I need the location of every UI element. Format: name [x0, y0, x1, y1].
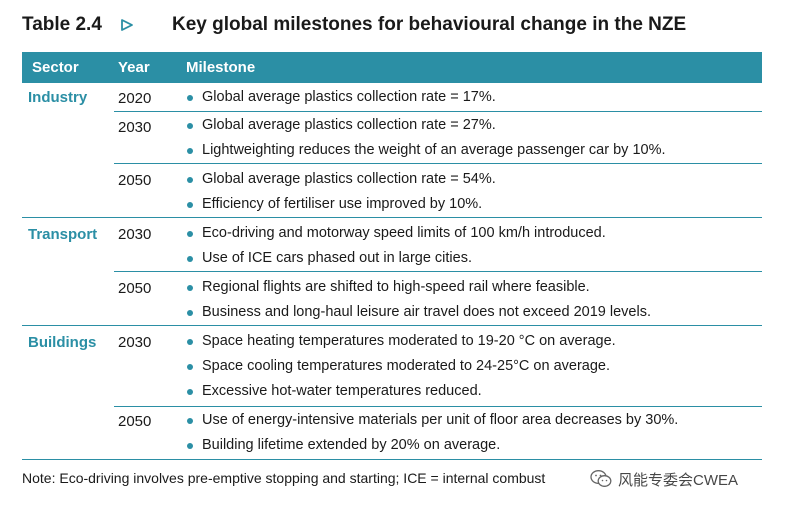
table-bottom-rule [22, 459, 762, 460]
row-divider [114, 271, 762, 272]
sector-transport: Transport [28, 226, 98, 243]
table-header: Sector Year Milestone [22, 52, 762, 83]
milestone-list: Global average plastics collection rate … [186, 85, 758, 110]
milestone-item: Business and long-haul leisure air trave… [186, 300, 758, 325]
bullet-dot-icon [187, 418, 193, 424]
milestone-item: Use of energy-intensive materials per un… [186, 408, 758, 433]
year-cell: 2050 [118, 172, 152, 189]
milestone-item: Lightweighting reduces the weight of an … [186, 138, 758, 163]
header-sector: Sector [32, 59, 79, 76]
table-number: Table 2.4 [22, 14, 102, 35]
year-cell: 2030 [118, 334, 152, 351]
milestone-list: Eco-driving and motorway speed limits of… [186, 221, 758, 271]
milestone-list: Global average plastics collection rate … [186, 113, 758, 163]
sector-divider [22, 325, 762, 326]
watermark-text: 风能专委会CWEA [618, 468, 739, 490]
sector-divider [22, 217, 762, 218]
bullet-dot-icon [187, 123, 193, 129]
bullet-dot-icon [187, 443, 193, 449]
row-divider [114, 406, 762, 407]
bullet-dot-icon [187, 285, 193, 291]
year-cell: 2050 [118, 280, 152, 297]
table-body: Industry 2020 Global average plastics co… [22, 83, 762, 461]
bullet-dot-icon [187, 339, 193, 345]
table-note: Note: Eco-driving involves pre-emptive s… [22, 470, 546, 486]
bullet-dot-icon [187, 310, 193, 316]
milestone-item: Eco-driving and motorway speed limits of… [186, 221, 758, 246]
row-divider [114, 111, 762, 112]
milestone-item: Space heating temperatures moderated to … [186, 329, 758, 354]
bullet-dot-icon [187, 148, 193, 154]
milestone-item: Use of ICE cars phased out in large citi… [186, 246, 758, 271]
milestone-item: Global average plastics collection rate … [186, 113, 758, 138]
milestone-item: Regional flights are shifted to high-spe… [186, 275, 758, 300]
milestone-item: Excessive hot-water temperatures reduced… [186, 379, 758, 404]
milestone-list: Use of energy-intensive materials per un… [186, 408, 758, 458]
watermark: 风能专委会CWEA [590, 466, 739, 492]
triangle-right-outline-icon [121, 19, 133, 31]
row-divider [114, 163, 762, 164]
table-heading: Key global milestones for behavioural ch… [172, 14, 687, 35]
bullet-dot-icon [187, 364, 193, 370]
year-cell: 2020 [118, 90, 152, 107]
milestone-item: Global average plastics collection rate … [186, 85, 758, 110]
milestone-list: Regional flights are shifted to high-spe… [186, 275, 758, 325]
milestone-item: Global average plastics collection rate … [186, 167, 758, 192]
bullet-dot-icon [187, 95, 193, 101]
table-title-row: Table 2.4 Key global milestones for beha… [22, 12, 762, 42]
milestone-list: Space heating temperatures moderated to … [186, 329, 758, 404]
header-milestone: Milestone [186, 59, 256, 76]
milestone-item: Building lifetime extended by 20% on ave… [186, 433, 758, 458]
sector-buildings: Buildings [28, 334, 97, 351]
bullet-dot-icon [187, 177, 193, 183]
year-cell: 2030 [118, 226, 152, 243]
bullet-dot-icon [187, 202, 193, 208]
milestone-item: Space cooling temperatures moderated to … [186, 354, 758, 379]
milestone-item: Efficiency of fertiliser use improved by… [186, 192, 758, 217]
wechat-logo-icon [590, 470, 612, 487]
year-cell: 2050 [118, 413, 152, 430]
header-year: Year [118, 59, 150, 76]
milestone-list: Global average plastics collection rate … [186, 167, 758, 217]
bullet-dot-icon [187, 389, 193, 395]
year-cell: 2030 [118, 119, 152, 136]
sector-industry: Industry [28, 89, 88, 106]
bullet-dot-icon [187, 256, 193, 262]
bullet-dot-icon [187, 231, 193, 237]
